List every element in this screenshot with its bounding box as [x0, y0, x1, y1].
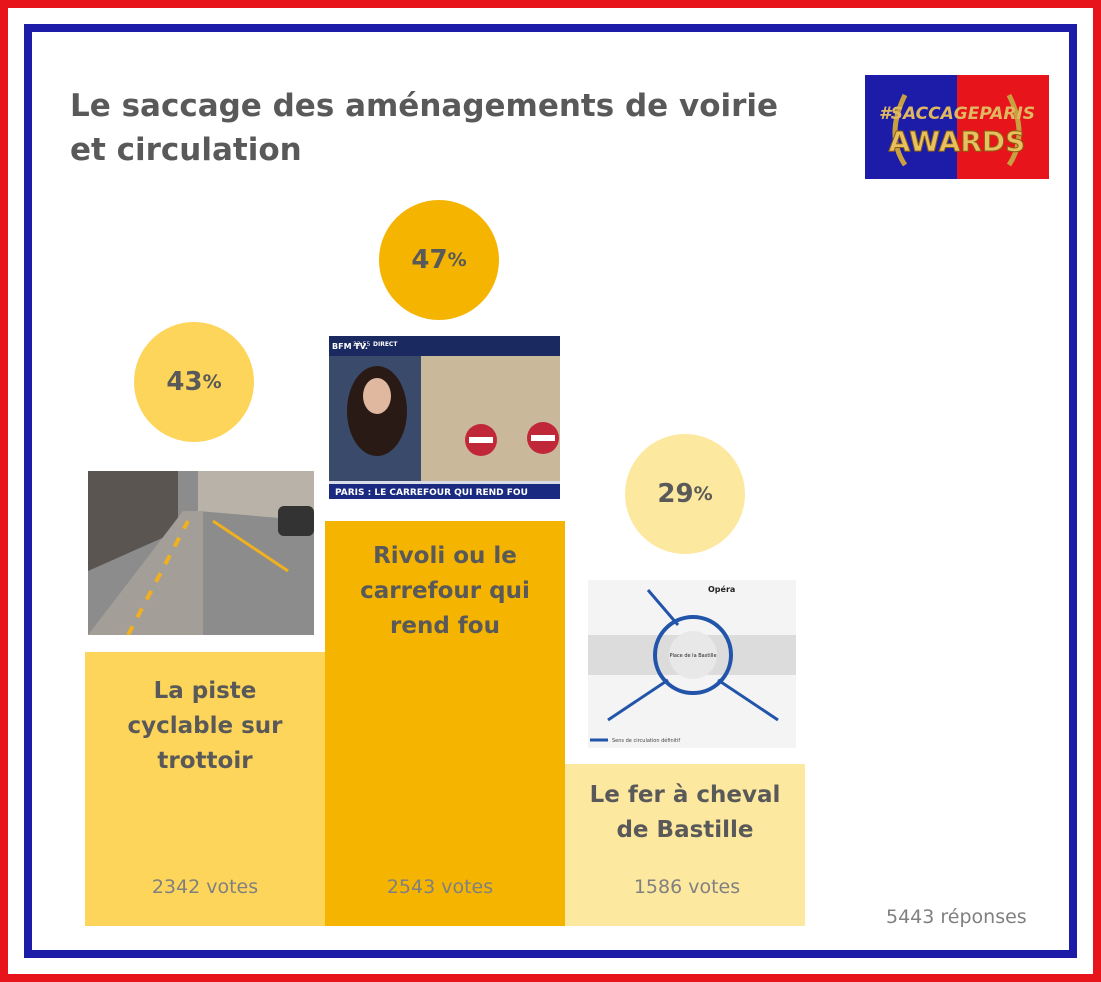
percent-badge: 47% — [379, 200, 499, 320]
percent-sign: % — [202, 371, 222, 393]
map-label: Place de la Bastille — [669, 653, 716, 659]
votes: 2342 votes — [151, 876, 259, 898]
title: Le saccage des aménagements de voirie et… — [70, 88, 779, 168]
building — [88, 471, 178, 571]
votes: 1586 votes — [633, 876, 741, 898]
option-label: Rivoli ou le carrefour qui rend fou — [360, 543, 530, 639]
total-responses: 5443 réponses — [886, 906, 1027, 928]
traffic-arrow — [607, 589, 779, 722]
photo-bike-lane — [88, 471, 314, 635]
lane-marking — [212, 519, 289, 573]
presenter-face — [363, 378, 391, 414]
option-panel: Rivoli ou le carrefour qui rend fou — [325, 521, 565, 926]
logo-line1: #SACCAGEPARIS — [879, 104, 1035, 124]
square — [669, 631, 717, 679]
roundabout — [653, 615, 733, 695]
sign-bar — [531, 435, 555, 441]
percent-sign: % — [693, 483, 713, 505]
map-label: Opéra — [708, 584, 735, 594]
logo-red — [957, 75, 1049, 179]
sign-bar — [469, 437, 493, 443]
sidewalk — [88, 511, 203, 635]
percent: 43 — [166, 367, 203, 397]
live: DIRECT — [373, 341, 398, 348]
percent: 47 — [411, 245, 448, 275]
option-label: Le fer à cheval de Bastille — [589, 782, 781, 843]
option-label: La piste cyclable sur trottoir — [127, 678, 283, 774]
time: 22:55 — [353, 341, 370, 348]
percent-sign: % — [447, 249, 467, 271]
option-panel: Le fer à cheval de Bastille — [565, 764, 805, 926]
option-panel: La piste cyclable sur trottoir — [85, 652, 325, 926]
logo-art: #SACCAGEPARIS AWARDS — [865, 75, 1049, 179]
channel: BFM TV. — [332, 342, 368, 351]
photo-tv: PARIS : LE CARREFOUR QUI REND FOU BFM TV… — [329, 336, 560, 499]
logo-blue — [865, 75, 957, 179]
logo: #SACCAGEPARIS AWARDS — [865, 75, 1049, 179]
map-legend: Sens de circulation définitif — [612, 737, 680, 744]
percent-badge: 43% — [134, 322, 254, 442]
banner-text: PARIS : LE CARREFOUR QUI REND FOU — [335, 488, 528, 498]
percent-badge: 29% — [625, 434, 745, 554]
map-bastille: Opéra Place de la Bastille Sens de circu… — [588, 580, 796, 748]
percent: 29 — [657, 479, 694, 509]
building — [421, 356, 560, 481]
banner — [329, 484, 560, 499]
tv-topbar — [329, 336, 560, 356]
laurel — [892, 93, 1022, 167]
votes: 2543 votes — [386, 876, 494, 898]
logo-line2: AWARDS — [889, 125, 1026, 158]
car — [278, 506, 314, 536]
inner-frame — [24, 24, 1077, 958]
